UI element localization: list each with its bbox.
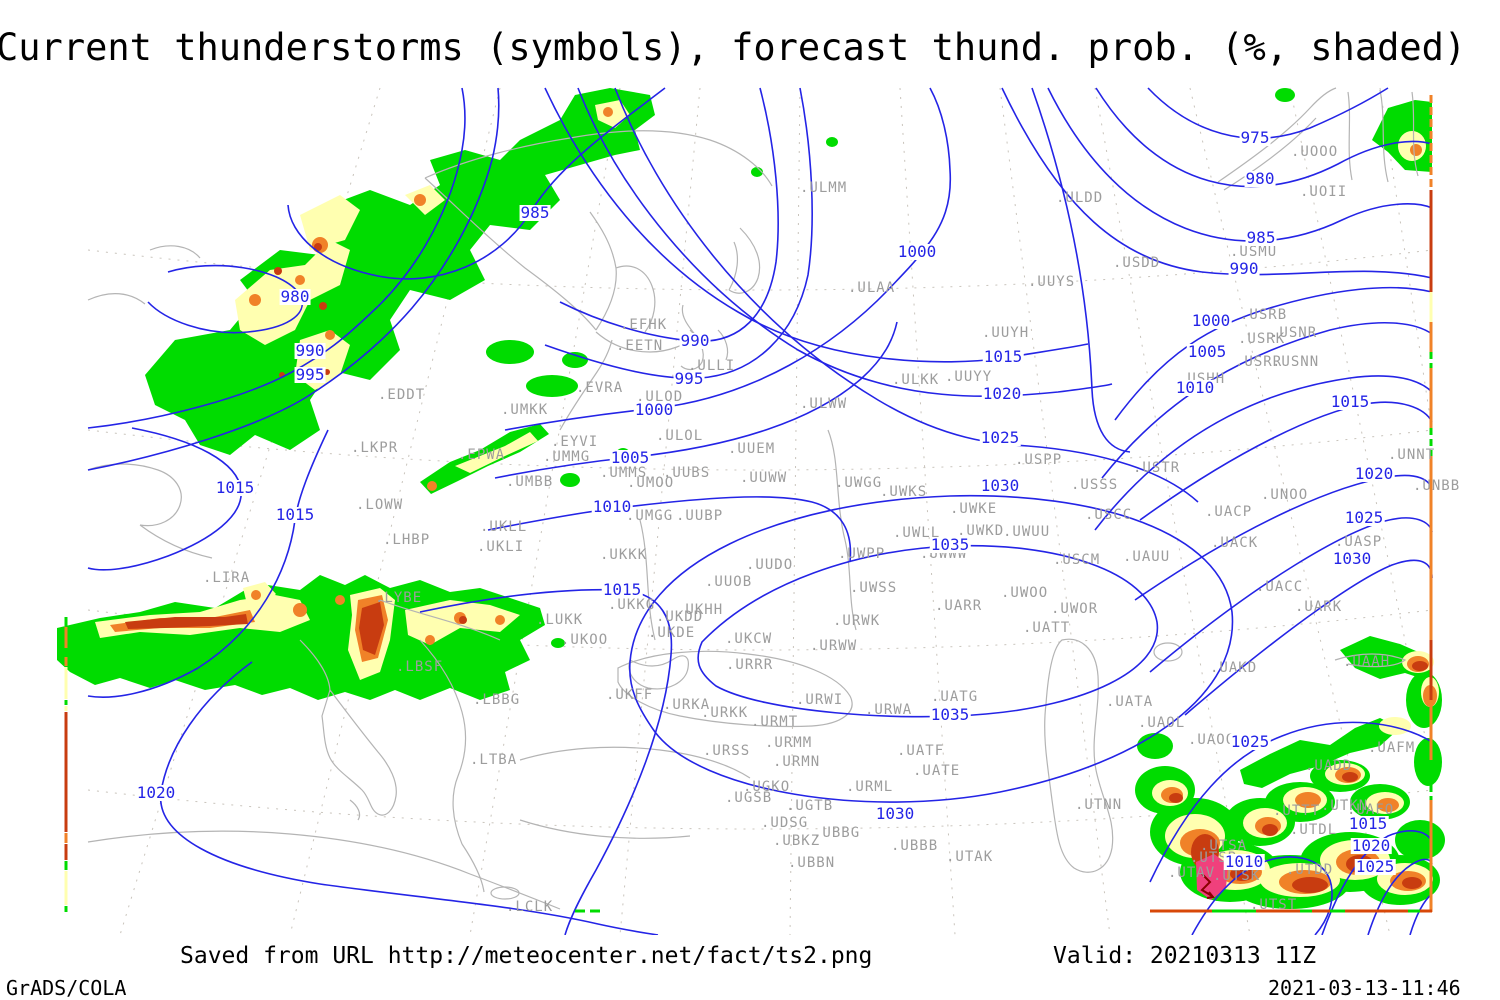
thunderstorm-symbol <box>1200 873 1215 899</box>
shade-green <box>57 88 1445 909</box>
domain-edge-marks <box>64 95 1433 913</box>
grads-cola-credit: GrADS/COLA <box>6 976 127 1000</box>
map-graphics <box>57 87 1445 935</box>
shade-yellow <box>95 100 1439 897</box>
valid-time-text: Valid: 20210313 11Z <box>1053 943 1317 969</box>
map-canvas <box>0 85 1500 935</box>
saved-from-url-text: Saved from URL http://meteocenter.net/fa… <box>180 943 873 969</box>
creation-datetime-text: 2021-03-13-11:46 <box>1268 976 1461 1000</box>
probability-shading <box>57 88 1445 909</box>
page-title: Current thunderstorms (symbols), forecas… <box>0 26 1467 69</box>
shade-red <box>125 243 1428 893</box>
isobars <box>87 87 1433 935</box>
